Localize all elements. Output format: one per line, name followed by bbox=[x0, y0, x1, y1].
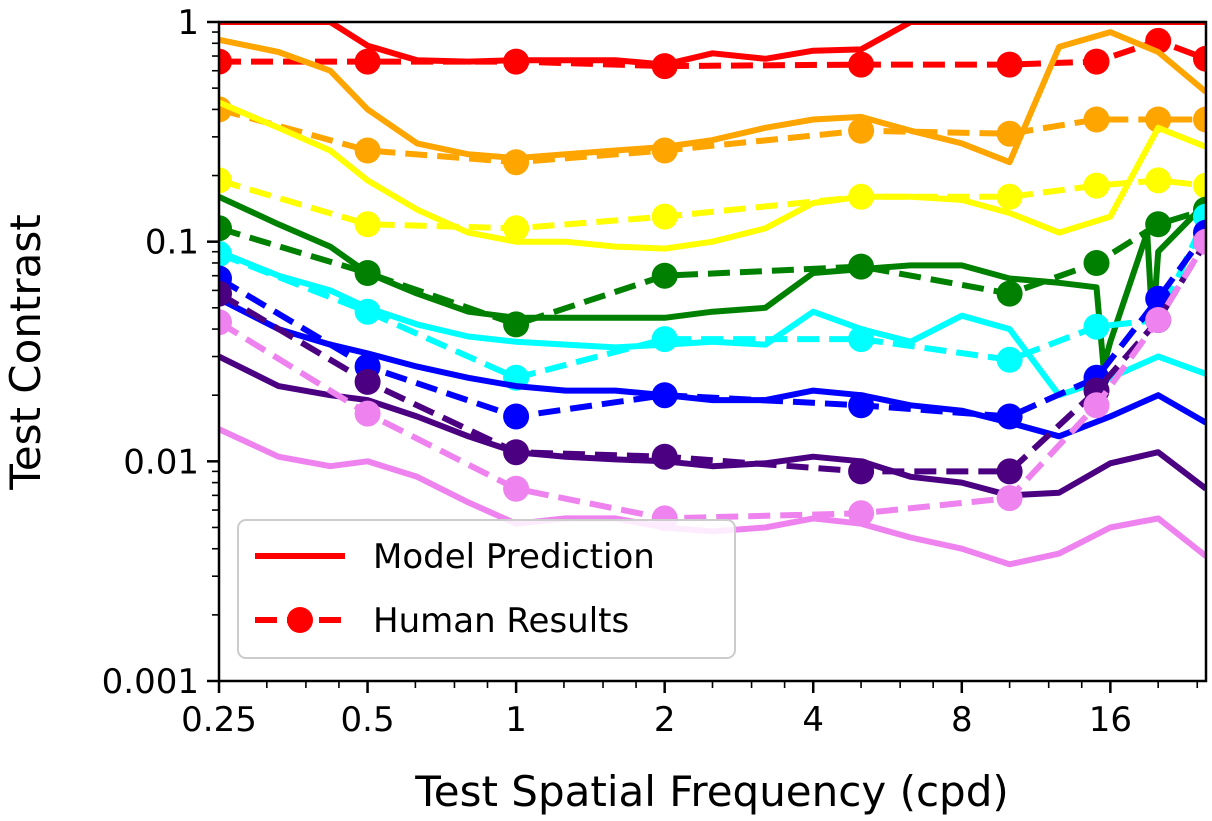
human-result-point bbox=[996, 346, 1023, 373]
human-result-point bbox=[1145, 106, 1172, 133]
human-result-point bbox=[848, 253, 875, 280]
human-result-point bbox=[503, 215, 530, 242]
human-result-point bbox=[219, 215, 232, 242]
human-result-point bbox=[503, 48, 530, 75]
human-result-point bbox=[996, 120, 1023, 147]
human-result-point bbox=[219, 48, 232, 75]
human-result-point bbox=[651, 203, 678, 230]
human-result-point bbox=[503, 311, 530, 338]
y-tick-label: 0.1 bbox=[145, 223, 199, 263]
x-tick-label: 8 bbox=[951, 700, 973, 740]
human-result-point bbox=[1083, 172, 1110, 199]
human-result-point bbox=[219, 167, 232, 194]
human-result-point bbox=[354, 400, 381, 427]
human-result-point bbox=[848, 392, 875, 419]
x-tick-label: 16 bbox=[1089, 700, 1132, 740]
human-result-point bbox=[354, 48, 381, 75]
human-result-point bbox=[848, 500, 875, 527]
legend-frame bbox=[237, 519, 736, 659]
legend-human-label: Human Results bbox=[373, 601, 629, 641]
human-result-point bbox=[651, 443, 678, 470]
human-result-point bbox=[354, 298, 381, 325]
human-result-point bbox=[1145, 167, 1172, 194]
human-result-point bbox=[651, 382, 678, 409]
y-axis-label: Test Contrast bbox=[1, 214, 50, 491]
human-result-point bbox=[1083, 250, 1110, 276]
human-result-point bbox=[1083, 313, 1110, 340]
human-result-point bbox=[219, 280, 232, 307]
human-results-line bbox=[219, 215, 1206, 381]
human-result-point bbox=[354, 368, 381, 395]
human-result-point bbox=[354, 137, 381, 164]
human-result-point bbox=[1083, 392, 1110, 419]
human-result-point bbox=[219, 309, 232, 336]
human-result-point bbox=[996, 280, 1023, 307]
y-tick-label: 0.01 bbox=[123, 442, 199, 482]
x-tick-label: 2 bbox=[654, 700, 676, 740]
human-result-point bbox=[848, 458, 875, 485]
ticks-layer: 0.25 0.5 1 2 4 8 16 0.001 0.01 0.1 1 bbox=[102, 3, 1199, 740]
human-result-point bbox=[1193, 106, 1206, 133]
model-prediction-line bbox=[219, 353, 1206, 499]
y-tick-label: 0.001 bbox=[102, 662, 199, 702]
human-result-point bbox=[354, 211, 381, 238]
human-result-point bbox=[651, 326, 678, 353]
human-result-point bbox=[848, 117, 875, 144]
x-tick-label: 0.5 bbox=[341, 700, 395, 740]
human-result-point bbox=[503, 149, 530, 176]
human-result-point bbox=[1145, 307, 1172, 333]
human-result-point bbox=[1083, 106, 1110, 133]
human-result-point bbox=[848, 326, 875, 353]
human-result-point bbox=[1083, 48, 1110, 75]
human-result-point bbox=[996, 183, 1023, 210]
x-tick-label: 1 bbox=[505, 700, 527, 740]
human-result-point bbox=[219, 240, 232, 267]
legend: Model Prediction Human Results bbox=[237, 519, 736, 659]
human-result-point bbox=[996, 458, 1023, 485]
model-prediction-line bbox=[219, 29, 1206, 166]
human-result-point bbox=[503, 439, 530, 466]
human-result-point bbox=[1193, 172, 1206, 199]
human-result-point bbox=[651, 137, 678, 164]
human-result-point bbox=[503, 475, 530, 502]
x-axis-label: Test Spatial Frequency (cpd) bbox=[414, 767, 1009, 816]
human-result-point bbox=[651, 262, 678, 289]
x-tick-label: 0.25 bbox=[181, 700, 257, 740]
human-result-point bbox=[848, 51, 875, 78]
human-result-point bbox=[503, 403, 530, 430]
model-prediction-line bbox=[219, 194, 1206, 370]
human-result-point bbox=[996, 51, 1023, 78]
human-result-point bbox=[1145, 211, 1172, 238]
x-tick-label: 4 bbox=[802, 700, 824, 740]
human-result-point bbox=[848, 183, 875, 210]
human-results-line bbox=[219, 206, 1206, 328]
human-result-point bbox=[996, 403, 1023, 430]
model-prediction-line bbox=[219, 99, 1206, 252]
human-result-point bbox=[1193, 228, 1206, 255]
model-prediction-line bbox=[219, 22, 1206, 68]
legend-human-marker bbox=[287, 607, 313, 633]
y-tick-label: 1 bbox=[177, 3, 199, 43]
human-result-point bbox=[1193, 45, 1206, 72]
human-result-point bbox=[996, 485, 1023, 512]
legend-model-label: Model Prediction bbox=[373, 537, 655, 577]
human-result-point bbox=[354, 260, 381, 286]
human-result-point bbox=[651, 53, 678, 80]
